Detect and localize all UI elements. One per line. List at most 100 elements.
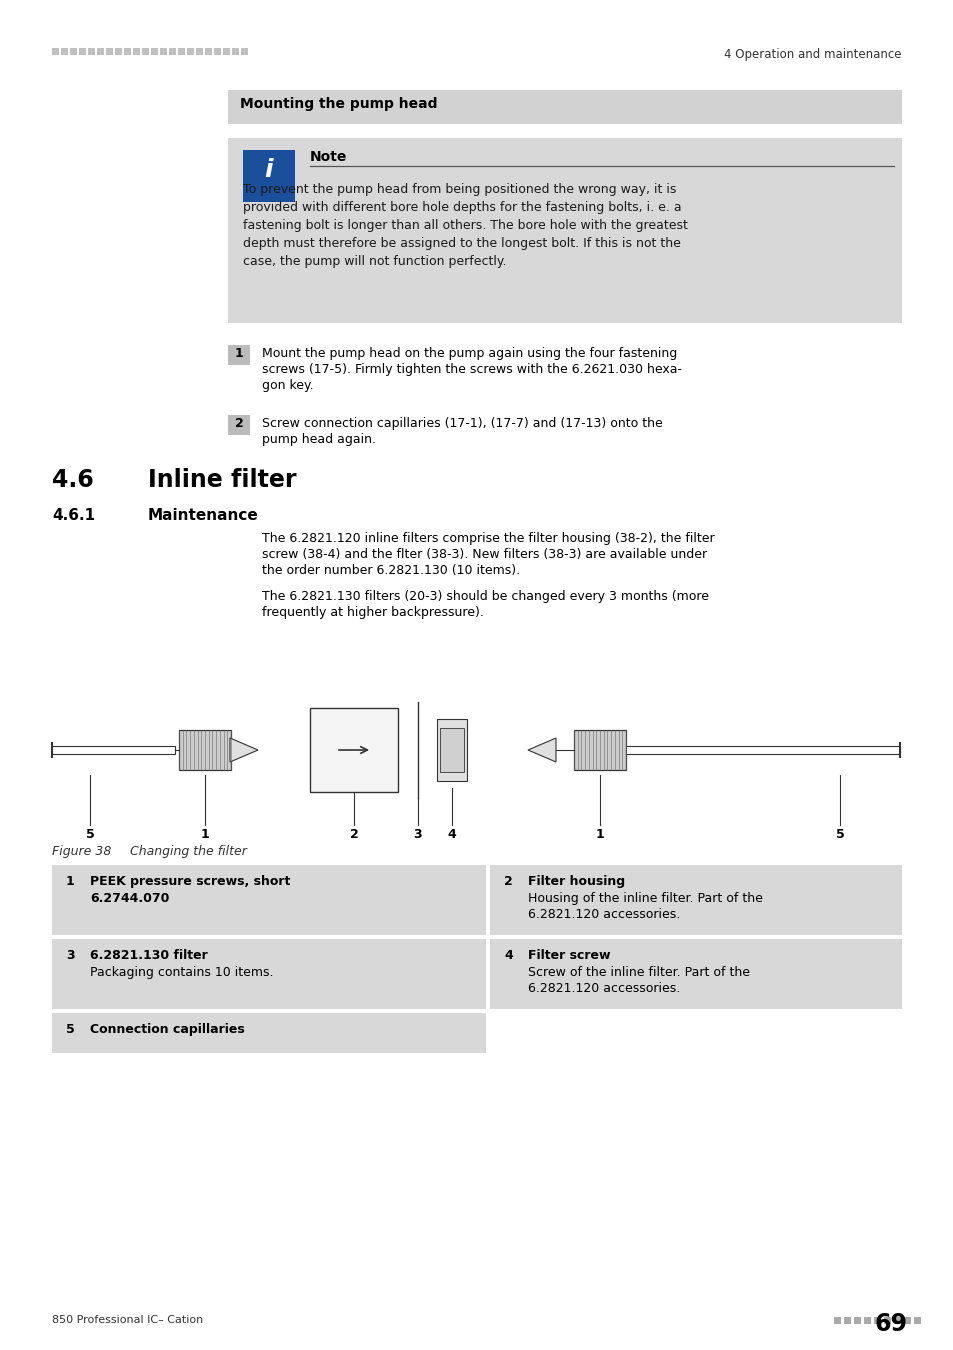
Text: i: i [264, 158, 273, 182]
Bar [913, 1318, 920, 1324]
Text: 4: 4 [503, 949, 512, 963]
Bar [142, 49, 149, 55]
Text: 850 Professional IC– Cation: 850 Professional IC– Cation [52, 1315, 203, 1324]
Polygon shape [230, 738, 257, 761]
Bar [132, 49, 140, 55]
Bar [178, 49, 185, 55]
Bar [436, 720, 467, 782]
Bar [893, 1318, 900, 1324]
Bar [439, 728, 463, 772]
Bar [883, 1318, 890, 1324]
Text: 5: 5 [66, 1023, 74, 1035]
Bar [52, 1012, 485, 1053]
Text: 4.6.1: 4.6.1 [52, 508, 95, 522]
Text: 6.2821.130 filter: 6.2821.130 filter [90, 949, 208, 963]
Text: gon key.: gon key. [262, 379, 314, 391]
Text: 2: 2 [349, 828, 358, 841]
Text: The 6.2821.130 filters (20-3) should be changed every 3 months (more: The 6.2821.130 filters (20-3) should be … [262, 590, 708, 603]
Text: provided with different bore hole depths for the fastening bolts, i. e. a: provided with different bore hole depths… [243, 201, 680, 215]
Text: the order number 6.2821.130 (10 items).: the order number 6.2821.130 (10 items). [262, 564, 519, 576]
Bar [52, 747, 174, 755]
Bar [187, 49, 193, 55]
Bar [205, 49, 212, 55]
Bar [863, 1318, 870, 1324]
Text: 4.6: 4.6 [52, 468, 93, 491]
Bar [228, 138, 901, 323]
Text: 6.2821.120 accessories.: 6.2821.120 accessories. [527, 981, 679, 995]
Bar [625, 747, 899, 755]
Text: Inline filter: Inline filter [148, 468, 296, 491]
Bar [213, 49, 221, 55]
Text: screws (17-5). Firmly tighten the screws with the 6.2621.030 hexa-: screws (17-5). Firmly tighten the screws… [262, 363, 681, 377]
Text: 4: 4 [447, 828, 456, 841]
Text: 1: 1 [66, 875, 74, 888]
Text: 2: 2 [503, 875, 512, 888]
Text: case, the pump will not function perfectly.: case, the pump will not function perfect… [243, 255, 506, 269]
Bar [574, 730, 625, 769]
Polygon shape [527, 738, 556, 761]
Text: Mounting the pump head: Mounting the pump head [240, 97, 437, 111]
Bar [115, 49, 122, 55]
Text: PEEK pressure screws, short: PEEK pressure screws, short [90, 875, 290, 888]
Text: 6.2821.120 accessories.: 6.2821.120 accessories. [527, 909, 679, 921]
Text: pump head again.: pump head again. [262, 433, 375, 446]
Bar [490, 865, 901, 936]
Bar [490, 940, 901, 1008]
Bar [241, 49, 248, 55]
Text: Screw of the inline filter. Part of the: Screw of the inline filter. Part of the [527, 967, 749, 979]
Bar [124, 49, 131, 55]
Text: 1: 1 [200, 828, 209, 841]
Bar [243, 150, 294, 202]
Bar [88, 49, 95, 55]
Bar [52, 940, 485, 1008]
Text: screw (38-4) and the flter (38-3). New filters (38-3) are available under: screw (38-4) and the flter (38-3). New f… [262, 548, 706, 562]
Text: To prevent the pump head from being positioned the wrong way, it is: To prevent the pump head from being posi… [243, 184, 676, 196]
Bar [106, 49, 112, 55]
Text: Packaging contains 10 items.: Packaging contains 10 items. [90, 967, 274, 979]
Bar [833, 1318, 841, 1324]
Bar [228, 414, 250, 435]
Text: 3: 3 [414, 828, 422, 841]
Text: Maintenance: Maintenance [148, 508, 258, 522]
Text: Mount the pump head on the pump again using the four fastening: Mount the pump head on the pump again us… [262, 347, 677, 360]
Text: 5: 5 [835, 828, 843, 841]
Text: 3: 3 [66, 949, 74, 963]
Text: Housing of the inline filter. Part of the: Housing of the inline filter. Part of th… [527, 892, 762, 904]
Bar [169, 49, 175, 55]
Text: frequently at higher backpressure).: frequently at higher backpressure). [262, 606, 483, 620]
Text: depth must therefore be assigned to the longest bolt. If this is not the: depth must therefore be assigned to the … [243, 238, 680, 250]
Bar [228, 90, 901, 124]
Bar [228, 346, 250, 365]
Text: Note: Note [310, 150, 347, 163]
Bar [853, 1318, 861, 1324]
Bar [179, 730, 231, 769]
Text: Figure 38: Figure 38 [52, 845, 112, 859]
Text: Screw connection capillaries (17-1), (17-7) and (17-13) onto the: Screw connection capillaries (17-1), (17… [262, 417, 662, 431]
Text: 5: 5 [86, 828, 94, 841]
Bar [160, 49, 167, 55]
Text: fastening bolt is longer than all others. The bore hole with the greatest: fastening bolt is longer than all others… [243, 219, 687, 232]
Bar [843, 1318, 850, 1324]
Text: 6.2744.070: 6.2744.070 [90, 892, 170, 904]
Text: Filter screw: Filter screw [527, 949, 610, 963]
Bar [151, 49, 158, 55]
Bar [195, 49, 203, 55]
Text: 1: 1 [234, 347, 243, 360]
Bar [310, 707, 397, 792]
Bar [873, 1318, 880, 1324]
Bar [97, 49, 104, 55]
Bar [232, 49, 239, 55]
Text: 1: 1 [595, 828, 604, 841]
Bar [903, 1318, 910, 1324]
Bar [52, 49, 59, 55]
Bar [52, 865, 485, 936]
Text: 69: 69 [874, 1312, 907, 1336]
Bar [79, 49, 86, 55]
Text: Connection capillaries: Connection capillaries [90, 1023, 245, 1035]
Text: The 6.2821.120 inline filters comprise the filter housing (38-2), the filter: The 6.2821.120 inline filters comprise t… [262, 532, 714, 545]
Text: 4 Operation and maintenance: 4 Operation and maintenance [723, 49, 901, 61]
Bar [223, 49, 230, 55]
Text: Filter housing: Filter housing [527, 875, 624, 888]
Bar [61, 49, 68, 55]
Text: 2: 2 [234, 417, 243, 431]
